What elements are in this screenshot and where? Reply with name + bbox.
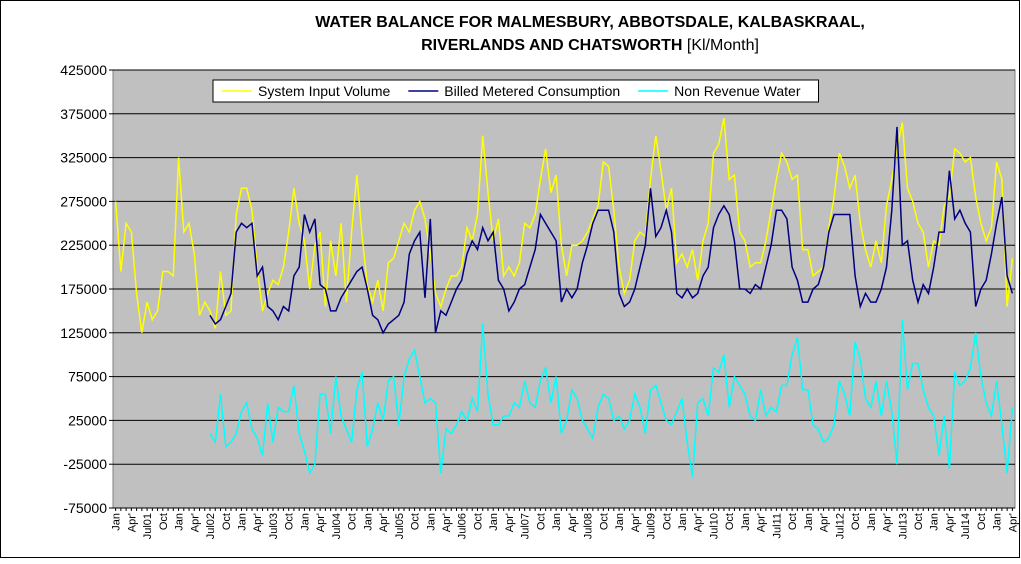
x-tick-label: Oct <box>410 513 422 530</box>
x-tick-label: Oct <box>347 513 359 530</box>
x-tick-label: Oct <box>850 513 862 530</box>
x-tick-label: Jul06 <box>457 513 469 539</box>
y-tick-label: -25000 <box>63 456 107 472</box>
series-line <box>114 118 1014 333</box>
y-tick-label: 375000 <box>60 106 107 122</box>
x-tick-label: Oct <box>976 513 988 530</box>
x-tick-label: Jul09 <box>646 513 658 539</box>
x-tick-label: Apr' <box>378 513 390 532</box>
x-tick-label: Oct <box>661 513 673 530</box>
x-tick-label: Apr' <box>189 513 201 532</box>
y-tick-label: 225000 <box>60 237 107 253</box>
x-tick-label: Jan <box>992 513 1004 531</box>
x-tick-label: Jul08 <box>583 513 595 539</box>
x-tick-label: Oct <box>913 513 925 530</box>
x-tick-label: Oct <box>724 513 736 530</box>
x-tick-label: Oct <box>598 513 610 530</box>
x-tick-label: Jan <box>614 513 626 531</box>
x-tick-label: Jan <box>111 513 123 531</box>
x-tick-label: Jan <box>174 513 186 531</box>
x-tick-label: Oct <box>535 513 547 530</box>
x-tick-label: Jan <box>488 513 500 531</box>
y-tick-label: 175000 <box>60 281 107 297</box>
x-tick-label: Apr' <box>441 513 453 532</box>
y-tick-label: 125000 <box>60 325 107 341</box>
x-tick-label: Apr' <box>567 513 579 532</box>
x-tick-label: Jul11 <box>771 513 783 538</box>
x-tick-label: Oct <box>472 513 484 530</box>
x-tick-label: Jan <box>866 513 878 531</box>
chart-title-line: WATER BALANCE FOR MALMESBURY, ABBOTSDALE… <box>315 14 865 31</box>
x-tick-label: Jan <box>236 513 248 531</box>
legend: System Input Volume Billed Metered Consum… <box>212 79 819 103</box>
x-tick-label: Jul14 <box>960 513 972 539</box>
x-tick-label: Apr' <box>882 513 894 532</box>
x-tick-label: Jul13 <box>897 513 909 539</box>
x-tick-label: Apr' <box>756 513 768 532</box>
legend-label: System Input Volume <box>258 83 391 99</box>
x-tick-label: Apr' <box>1007 513 1019 532</box>
x-tick-label: Jan <box>299 513 311 531</box>
x-tick-label: Jan <box>740 513 752 531</box>
x-tick-label: Apr' <box>315 513 327 532</box>
x-tick-label: Jan <box>929 513 941 531</box>
chart-title-line: RIVERLANDS AND CHATSWORTH <box>421 37 682 54</box>
x-tick-label: Oct <box>787 513 799 530</box>
y-tick-label: -75000 <box>63 500 107 516</box>
y-tick-label: 275000 <box>60 193 107 209</box>
x-tick-label: Oct <box>284 513 296 530</box>
x-tick-label: Apr' <box>252 513 264 532</box>
legend-box <box>212 79 819 103</box>
x-tick-label: Jan <box>803 513 815 531</box>
series-line <box>209 319 1014 478</box>
x-tick-label: Oct <box>221 513 233 530</box>
legend-label: Non Revenue Water <box>674 83 801 99</box>
x-tick-label: Jan <box>551 513 563 531</box>
x-tick-label: Apr' <box>693 513 705 532</box>
chart-title-line: RIVERLANDS AND CHATSWORTH [Kl/Month] <box>421 37 759 54</box>
x-tick-label: Apr' <box>819 513 831 532</box>
y-tick-label: 75000 <box>68 369 107 385</box>
x-tick-label: Jul05 <box>394 513 406 539</box>
y-tick-label: 325000 <box>60 150 107 166</box>
x-tick-label: Oct <box>158 513 170 530</box>
series-line <box>209 126 1014 335</box>
x-tick-label: Jul01 <box>142 513 154 539</box>
x-tick-label: Jul10 <box>708 513 720 539</box>
x-tick-label: Jul03 <box>268 513 280 539</box>
x-tick-label: Apr' <box>126 513 138 532</box>
x-tick-label: Jul04 <box>331 513 343 539</box>
x-tick-label: Jan <box>362 513 374 531</box>
x-tick-label: Apr' <box>944 513 956 532</box>
x-tick-label: Jul07 <box>520 513 532 539</box>
x-tick-label: Jan <box>425 513 437 531</box>
chart-title-unit: [Kl/Month] <box>687 37 759 54</box>
x-tick-label: Apr' <box>630 513 642 532</box>
x-tick-label: Jan <box>677 513 689 531</box>
x-tick-label: Jul02 <box>205 513 217 539</box>
y-tick-label: 25000 <box>68 412 107 428</box>
legend-label: Billed Metered Consumption <box>444 83 620 99</box>
x-tick-label: Apr' <box>504 513 516 532</box>
y-tick-label: 425000 <box>60 62 107 78</box>
x-tick-label: Jul12 <box>834 513 846 539</box>
